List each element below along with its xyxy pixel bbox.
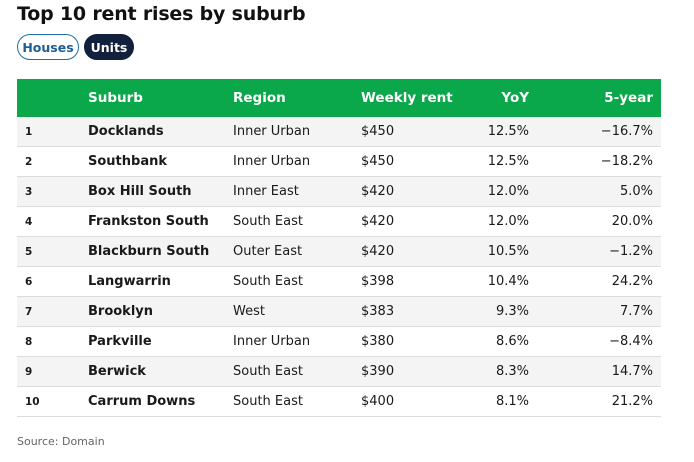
weekly-rent-cell: $420 <box>361 184 395 199</box>
suburb-cell: Southbank <box>88 154 167 169</box>
region-cell: Inner East <box>233 184 299 199</box>
table-row: 8 Parkville Inner Urban $380 8.6% −8.4% <box>17 327 661 357</box>
header-region: Region <box>233 90 286 106</box>
yoy-cell: 9.3% <box>495 304 529 319</box>
table-row: 2 Southbank Inner Urban $450 12.5% −18.2% <box>17 147 661 177</box>
region-cell: Inner Urban <box>233 124 311 139</box>
rank-cell: 2 <box>25 155 33 168</box>
yoy-cell: 10.4% <box>487 274 529 289</box>
yoy-cell: 8.3% <box>495 364 529 379</box>
rank-cell: 1 <box>25 125 33 138</box>
five-year-cell: 7.7% <box>619 304 653 319</box>
rank-cell: 10 <box>25 395 40 408</box>
chart-title: Top 10 rent rises by suburb <box>17 3 306 25</box>
table-row: 3 Box Hill South Inner East $420 12.0% 5.0% <box>17 177 661 207</box>
suburb-cell: Carrum Downs <box>88 394 196 409</box>
suburb-cell: Langwarrin <box>88 274 171 289</box>
header-weekly-rent: Weekly rent <box>361 90 453 106</box>
region-cell: Inner Urban <box>233 154 311 169</box>
rent-table: Suburb Region Weekly rent YoY 5-year 1 Do… <box>17 79 661 417</box>
yoy-cell: 12.5% <box>487 154 529 169</box>
table-row: 4 Frankston South South East $420 12.0% 20.0% <box>17 207 661 237</box>
weekly-rent-cell: $450 <box>361 124 395 139</box>
five-year-cell: 20.0% <box>611 214 653 229</box>
five-year-cell: 14.7% <box>611 364 653 379</box>
suburb-cell: Parkville <box>88 334 152 349</box>
suburb-cell: Brooklyn <box>88 304 154 319</box>
region-cell: South East <box>233 394 303 409</box>
weekly-rent-cell: $380 <box>361 334 395 349</box>
five-year-cell: −18.2% <box>600 154 653 169</box>
five-year-cell: 24.2% <box>611 274 653 289</box>
yoy-cell: 12.0% <box>487 214 529 229</box>
region-cell: South East <box>233 364 303 379</box>
five-year-cell: 5.0% <box>619 184 653 199</box>
rank-cell: 5 <box>25 245 33 258</box>
suburb-cell: Berwick <box>88 364 146 379</box>
suburb-cell: Blackburn South <box>88 244 210 259</box>
table-row: 7 Brooklyn West $383 9.3% 7.7% <box>17 297 661 327</box>
weekly-rent-cell: $420 <box>361 244 395 259</box>
table-header: Suburb Region Weekly rent YoY 5-year <box>17 79 661 117</box>
yoy-cell: 12.0% <box>487 184 529 199</box>
table-row: 6 Langwarrin South East $398 10.4% 24.2% <box>17 267 661 297</box>
rank-cell: 7 <box>25 305 33 318</box>
header-yoy: YoY <box>501 90 529 106</box>
region-cell: South East <box>233 274 303 289</box>
yoy-cell: 8.6% <box>495 334 529 349</box>
region-cell: Inner Urban <box>233 334 311 349</box>
table-row: 9 Berwick South East $390 8.3% 14.7% <box>17 357 661 387</box>
suburb-cell: Box Hill South <box>88 184 192 199</box>
rank-cell: 9 <box>25 365 33 378</box>
weekly-rent-cell: $450 <box>361 154 395 169</box>
yoy-cell: 12.5% <box>487 124 529 139</box>
rank-cell: 6 <box>25 275 33 288</box>
suburb-cell: Docklands <box>88 124 164 139</box>
region-cell: Outer East <box>233 244 303 259</box>
rank-cell: 3 <box>25 185 33 198</box>
houses-tab-button[interactable]: Houses <box>17 34 79 60</box>
five-year-cell: −8.4% <box>609 334 653 349</box>
region-cell: South East <box>233 214 303 229</box>
rank-cell: 8 <box>25 335 33 348</box>
source-note: Source: Domain <box>17 435 105 448</box>
weekly-rent-cell: $383 <box>361 304 395 319</box>
weekly-rent-cell: $398 <box>361 274 395 289</box>
five-year-cell: −1.2% <box>609 244 653 259</box>
region-cell: West <box>233 304 265 319</box>
table-row: 1 Docklands Inner Urban $450 12.5% −16.7% <box>17 117 661 147</box>
weekly-rent-cell: $420 <box>361 214 395 229</box>
weekly-rent-cell: $390 <box>361 364 395 379</box>
five-year-cell: 21.2% <box>611 394 653 409</box>
table-row: 5 Blackburn South Outer East $420 10.5% −1.2% <box>17 237 661 267</box>
table-body: 1 Docklands Inner Urban $450 12.5% −16.7% 2 Sou… <box>17 117 661 417</box>
header-5-year: 5-year <box>604 90 653 106</box>
rank-cell: 4 <box>25 215 33 228</box>
weekly-rent-cell: $400 <box>361 394 395 409</box>
five-year-cell: −16.7% <box>600 124 653 139</box>
yoy-cell: 8.1% <box>495 394 529 409</box>
yoy-cell: 10.5% <box>487 244 529 259</box>
table-row: 10 Carrum Downs South East $400 8.1% 21.2% <box>17 387 661 417</box>
suburb-cell: Frankston South <box>88 214 209 229</box>
units-tab-button[interactable]: Units <box>84 34 134 60</box>
header-suburb: Suburb <box>88 90 143 106</box>
